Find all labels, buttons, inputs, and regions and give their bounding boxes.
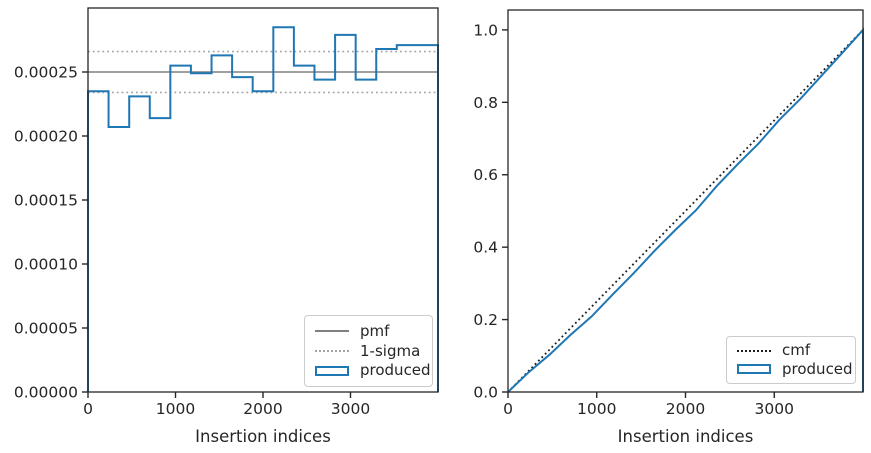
produced-rect-sample-icon bbox=[315, 365, 349, 376]
y-tick-label: 0.00005 bbox=[14, 320, 78, 338]
legend-label-produced-right: produced bbox=[782, 359, 853, 378]
y-tick-label: 0.00020 bbox=[14, 128, 78, 146]
right-chart-series bbox=[507, 27, 864, 393]
y-tick-label: 0.00010 bbox=[14, 256, 78, 274]
y-tick-label: 0.4 bbox=[473, 239, 498, 257]
x-tick-label: 3000 bbox=[331, 400, 370, 418]
sigma-line-sample-icon bbox=[315, 350, 349, 352]
legend-label-cmf: cmf bbox=[782, 341, 811, 360]
cmf-line-sample-icon bbox=[737, 349, 771, 352]
right-legend: cmf produced bbox=[726, 336, 856, 384]
y-tick-label: 0.2 bbox=[473, 311, 498, 329]
legend-label-produced-left: produced bbox=[360, 361, 431, 380]
left-chart: 0 1000 2000 3000 0.00000 0.00005 0.00010 0.0001… bbox=[14, 7, 439, 446]
y-tick-label: 0.00015 bbox=[14, 192, 78, 210]
produced-rect-sample-icon bbox=[737, 364, 771, 375]
y-tick-label: 1.0 bbox=[473, 21, 498, 39]
right-chart-x-axis: 0 1000 2000 3000 bbox=[503, 392, 794, 418]
x-tick-label: 2000 bbox=[666, 400, 705, 418]
left-chart-y-axis: 0.00000 0.00005 0.00010 0.00015 0.00020 0.000… bbox=[14, 64, 88, 402]
legend-item-produced-left: produced bbox=[315, 363, 431, 378]
legend-item-1-sigma: 1-sigma bbox=[315, 341, 422, 360]
left-legend: pmf 1-sigma produced bbox=[304, 315, 433, 387]
right-chart-spines bbox=[507, 9, 864, 393]
x-tick-label: 0 bbox=[83, 400, 93, 418]
left-chart-series bbox=[87, 26, 439, 392]
y-tick-label: 0.6 bbox=[473, 166, 498, 184]
y-tick-label: 0.00025 bbox=[14, 64, 78, 82]
pmf-line-sample-icon bbox=[315, 330, 349, 333]
left-chart-x-axis: 0 1000 2000 3000 bbox=[83, 392, 370, 418]
x-tick-label: 1000 bbox=[577, 400, 616, 418]
y-tick-label: 0.0 bbox=[473, 384, 498, 402]
legend-label-pmf: pmf bbox=[360, 321, 390, 340]
right-chart-xlabel: Insertion indices bbox=[618, 427, 754, 446]
left-chart-xlabel: Insertion indices bbox=[195, 427, 331, 446]
x-tick-label: 0 bbox=[503, 400, 513, 418]
y-tick-label: 0.8 bbox=[473, 94, 498, 112]
x-tick-label: 2000 bbox=[243, 400, 282, 418]
right-chart-y-axis: 0.0 0.2 0.4 0.6 0.8 1.0 bbox=[473, 21, 508, 402]
legend-item-cmf: cmf bbox=[737, 343, 845, 358]
x-tick-label: 1000 bbox=[156, 400, 195, 418]
series-cmf bbox=[507, 29, 864, 393]
legend-item-produced-right: produced bbox=[737, 361, 853, 377]
series-produced bbox=[507, 27, 864, 393]
legend-item-pmf: pmf bbox=[315, 321, 422, 340]
legend-label-1-sigma: 1-sigma bbox=[360, 341, 421, 360]
right-chart: 0 1000 2000 3000 0.0 0.2 0.4 0.6 0.8 1.0 Insertion… bbox=[473, 9, 864, 446]
x-tick-label: 3000 bbox=[755, 400, 794, 418]
series-produced bbox=[87, 26, 439, 392]
y-tick-label: 0.00000 bbox=[14, 384, 78, 402]
